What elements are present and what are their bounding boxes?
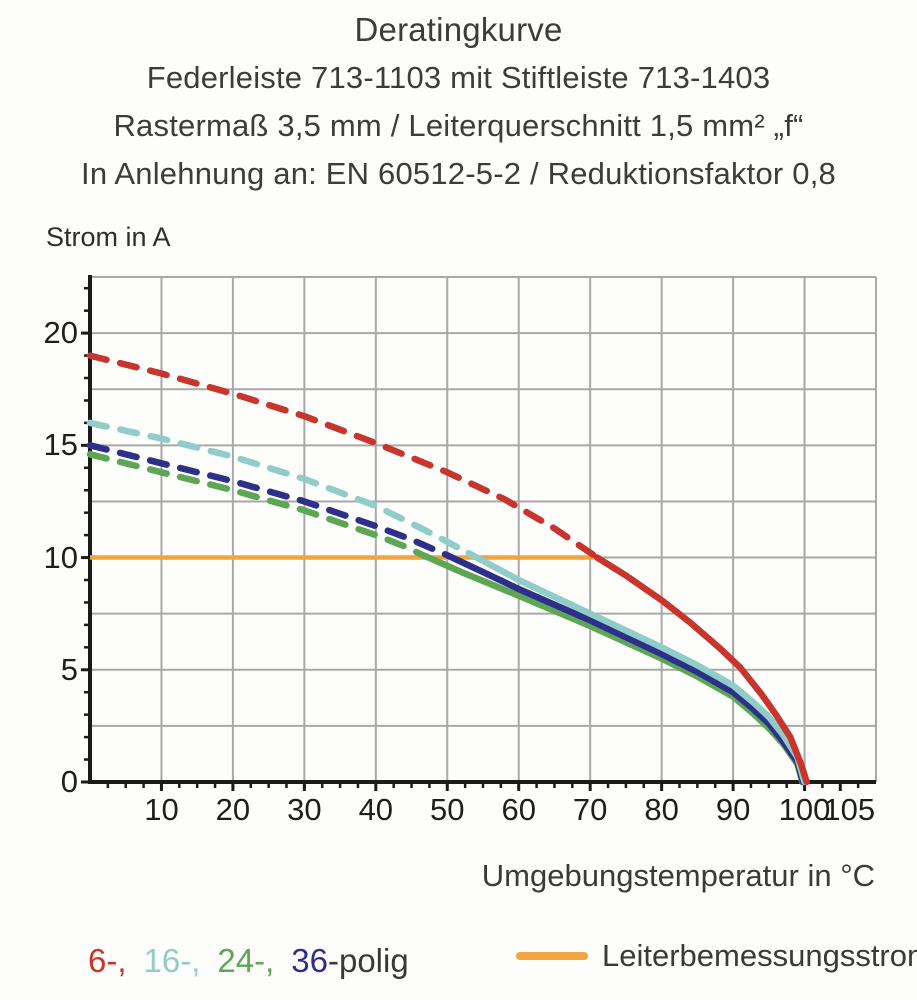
x-tick-label: 20 [215, 792, 251, 827]
legend-pole-item: 16-, [143, 942, 201, 979]
x-tick-label: 50 [430, 792, 465, 827]
y-tick-label: 0 [60, 764, 78, 799]
curve-16-polig-solid [465, 549, 808, 786]
x-tick-label: 80 [644, 792, 679, 827]
axis-ticks [81, 286, 860, 791]
x-tick-label: 105 [823, 792, 876, 827]
x-axis-title: Umgebungstemperatur in °C [481, 858, 875, 893]
chart-subtitle-3: In Anlehnung an: EN 60512-5-2 / Reduktio… [81, 156, 836, 191]
legend-pole-item: 24-, [217, 942, 275, 979]
y-tick-label: 5 [60, 651, 78, 687]
grid-lines [90, 276, 877, 782]
legend-pole-item: 36 [291, 942, 328, 979]
reference-legend-label: Leiterbemessungsstrom [602, 938, 917, 973]
curve-36-polig-dashed [86, 442, 451, 559]
reference-legend: Leiterbemessungsstrom [516, 938, 917, 974]
legend-pole-item: -polig [327, 942, 409, 979]
axis-lines [88, 275, 876, 784]
series-curves [86, 352, 810, 786]
reference-line-swatch [516, 952, 588, 960]
chart-subtitle-2: Rastermaß 3,5 mm / Leiterquerschnitt 1,5… [113, 108, 804, 143]
legend-pole-item: 6-, [88, 942, 127, 979]
curve-6-polig-dashed [86, 352, 601, 561]
y-tick-label: 15 [43, 427, 78, 463]
curve-24-polig-dashed [86, 451, 430, 560]
y-tick-label: 10 [43, 539, 78, 575]
x-tick-label: 70 [572, 792, 608, 827]
x-tick-label: 30 [287, 792, 322, 827]
x-tick-label: 100 [778, 792, 831, 827]
chart-subtitle-1: Federleiste 713-1103 mit Stiftleiste 713… [146, 60, 771, 95]
x-tick-label: 90 [715, 792, 751, 827]
curve-36-polig-solid [444, 552, 807, 786]
curve-16-polig-dashed [86, 419, 472, 557]
x-tick-label: 40 [358, 792, 394, 827]
x-tick-label: 60 [501, 792, 536, 827]
y-axis-title: Strom in A [46, 222, 171, 252]
curve-6-polig-solid [594, 554, 810, 786]
pole-legend: 6-, 16-, 24-, 36 -polig [88, 942, 409, 980]
y-tick-label: 20 [43, 315, 78, 351]
chart-title: Deratingkurve [354, 11, 563, 48]
chart-header: Deratingkurve Federleiste 713-1103 mit S… [0, 6, 917, 198]
x-tick-label: 10 [144, 792, 179, 827]
